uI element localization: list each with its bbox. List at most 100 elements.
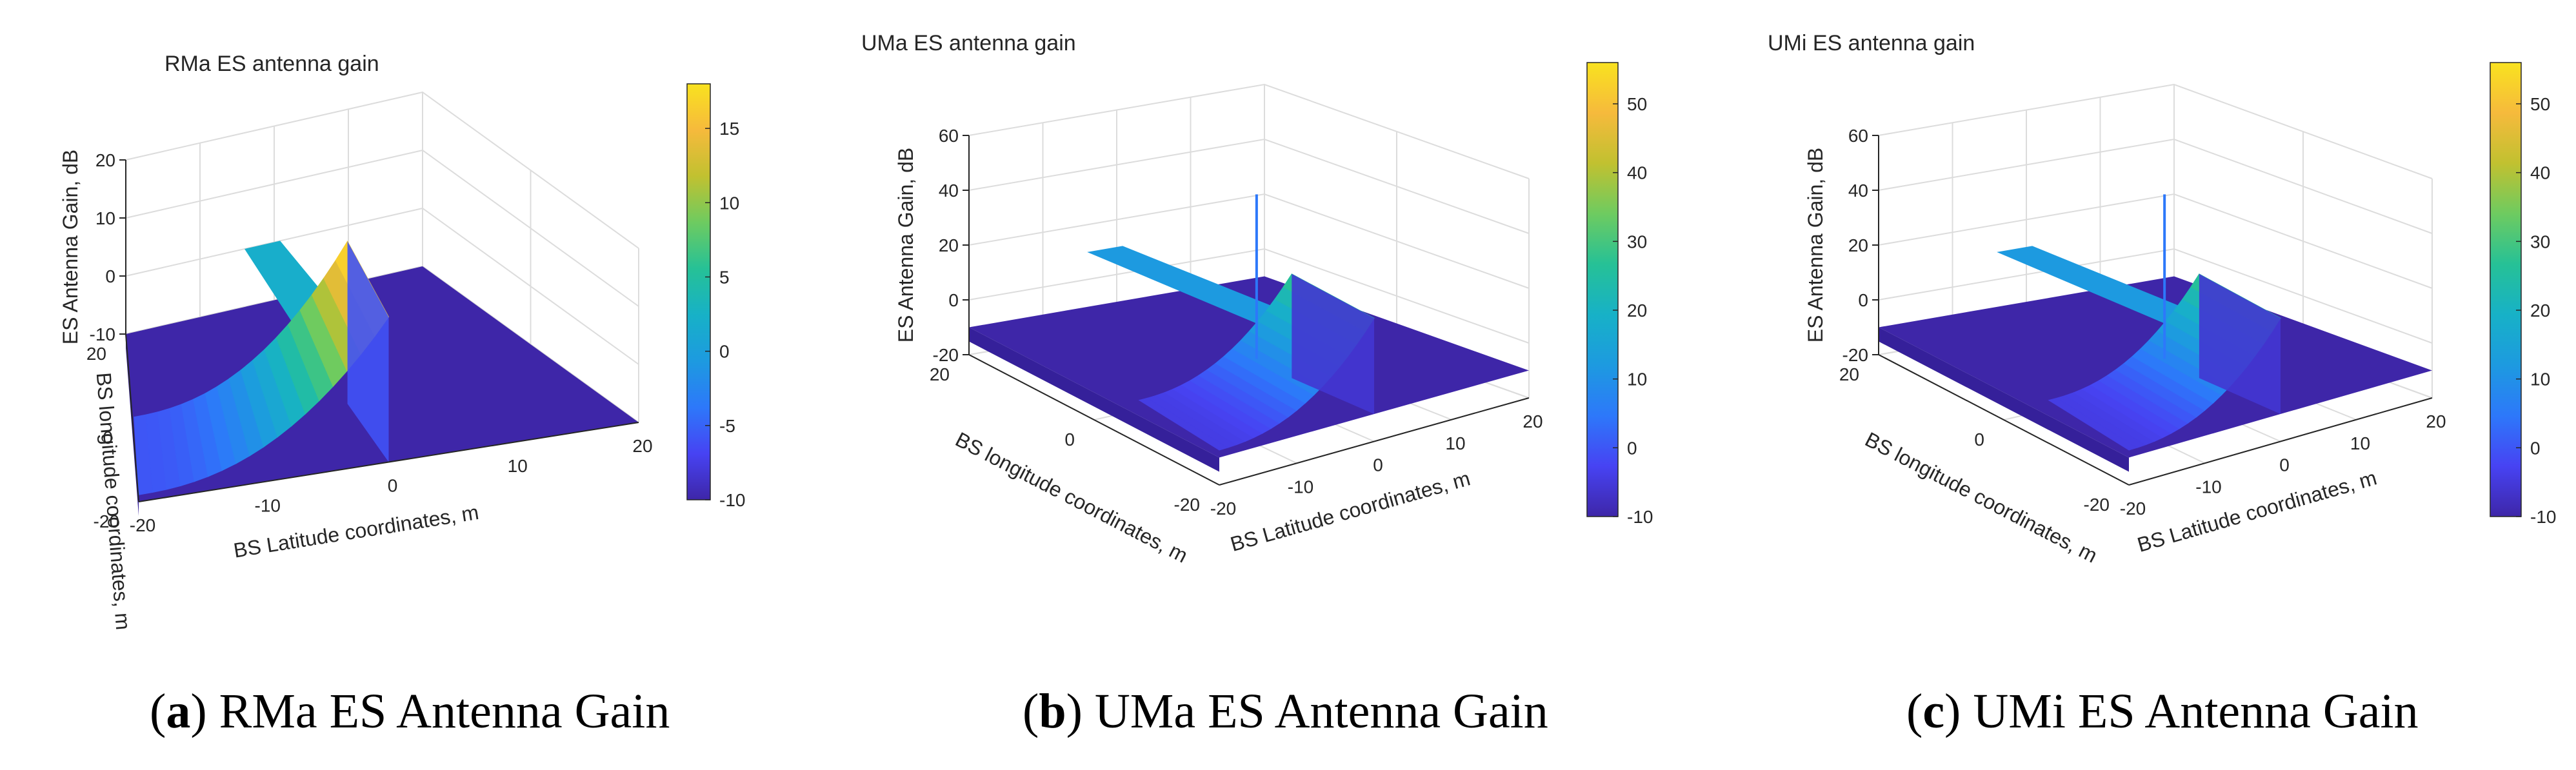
caption-paren-open: (	[150, 684, 166, 738]
caption: (c) UMi ES Antenna Gain	[1906, 684, 2419, 738]
z-tick-label: 60	[1848, 126, 1868, 146]
surface	[126, 241, 639, 516]
colorbar-tick-label: 40	[2530, 163, 2550, 183]
colorbar-ramp	[686, 83, 711, 500]
colorbar: -10 -5 0 5 10 15	[686, 83, 745, 510]
y-tick-label: 20	[930, 364, 950, 384]
y-tick-label: 20	[1839, 364, 1859, 384]
colorbar-ramp	[2490, 62, 2522, 517]
colorbar-tick-label: 30	[1627, 232, 1647, 252]
x-tick-label: 20	[1523, 411, 1543, 431]
surface-shelf	[1997, 246, 2206, 326]
y-tick-label: -20	[1174, 495, 1200, 515]
colorbar-tick-label: 40	[1627, 163, 1647, 183]
z-axis-label: ES Antenna Gain, dB	[59, 150, 82, 344]
grid-z-line	[1878, 138, 2433, 234]
z-tick-label: 0	[1858, 290, 1868, 310]
colorbar-tick-label: 50	[1627, 94, 1647, 114]
caption: (b) UMa ES Antenna Gain	[1023, 684, 1548, 738]
z-tick-label: -10	[90, 324, 115, 344]
x-tick-label: 10	[1445, 433, 1465, 453]
z-tick-label: 20	[939, 235, 959, 255]
surface-skirt	[1879, 327, 2129, 472]
x-axis-line	[138, 422, 639, 502]
y-axis-line	[1878, 354, 2130, 486]
surface-drop	[347, 241, 389, 462]
grid-z-line	[968, 193, 1530, 289]
surface-shelf	[1087, 246, 1298, 326]
colorbar-tick-label: 10	[2530, 370, 2550, 390]
x-tick-label: -20	[130, 515, 155, 535]
grid-z-line	[1878, 193, 2433, 289]
colorbar-tick-label: 10	[719, 193, 739, 213]
x-tick-label: -10	[1288, 477, 1313, 497]
caption-paren-open: (	[1906, 684, 1922, 738]
grid-z-line	[1878, 83, 2433, 179]
panel-c: UMi ES antenna gain -20 0 20 40 60 ES Antenna …	[1768, 31, 2556, 738]
surface-drop	[1292, 273, 1374, 414]
caption-text: ) RMa ES Antenna Gain	[190, 684, 670, 738]
x-tick-label: 20	[2426, 411, 2446, 431]
x-axis-line	[1219, 397, 1530, 486]
z-tick-label: 0	[948, 290, 959, 310]
colorbar-tick-label: -10	[719, 490, 745, 510]
x-tick-label: 0	[2279, 455, 2290, 475]
y-tick-label: -20	[94, 511, 119, 531]
surface-drop	[2199, 273, 2281, 414]
z-tick-label: 60	[939, 126, 959, 146]
surface-skirt	[969, 327, 1219, 472]
grid-z-line	[968, 138, 1530, 234]
x-tick-label: -10	[2195, 477, 2221, 497]
chart-title: UMi ES antenna gain	[1768, 31, 1975, 55]
z-tick-label: 20	[1848, 235, 1868, 255]
grid-z-line	[968, 83, 1530, 179]
z-tick-label: 10	[95, 208, 115, 228]
surface	[969, 194, 1529, 472]
caption-paren-open: (	[1023, 684, 1039, 738]
y-axis-line	[125, 333, 139, 502]
colorbar-tick-label: 50	[2530, 94, 2550, 114]
z-axis: -20 0 20 40 60 ES Antenna Gain, dB	[894, 126, 970, 365]
y-tick-label: 0	[103, 428, 113, 448]
z-axis: -10 0 10 20 ES Antenna Gain, dB	[59, 150, 126, 344]
caption-letter: a	[166, 684, 190, 738]
caption-letter: b	[1039, 684, 1066, 738]
colorbar-tick-label: -10	[1627, 507, 1653, 527]
colorbar-tick-label: 20	[1627, 301, 1647, 321]
caption: (a) RMa ES Antenna Gain	[150, 684, 670, 738]
colorbar: -10 0 10 20 30 40 50	[2490, 62, 2556, 527]
chart-title: RMa ES antenna gain	[165, 52, 379, 76]
x-tick-label: 10	[2350, 433, 2370, 453]
z-tick-label: -20	[1842, 345, 1868, 365]
x-axis-label: BS Latitude coordinates, m	[1228, 466, 1473, 556]
x-tick-label: -10	[255, 495, 281, 515]
y-tick-label: -20	[2084, 495, 2110, 515]
colorbar-tick-label: 10	[1627, 370, 1647, 390]
panel-b: UMa ES antenna gain -20 0 20 40 60 ES Antenna …	[861, 31, 1653, 738]
y-tick-label: 0	[1974, 429, 1984, 449]
z-tick-label: 40	[939, 181, 959, 201]
y-axis-line	[968, 354, 1220, 486]
colorbar-ramp	[1586, 62, 1619, 517]
z-axis: -20 0 20 40 60 ES Antenna Gain, dB	[1804, 126, 1879, 365]
colorbar-tick-label: 5	[719, 267, 730, 287]
colorbar: -10 0 10 20 30 40 50	[1586, 62, 1653, 527]
surface	[1879, 194, 2432, 472]
x-tick-label: -20	[2120, 499, 2146, 518]
colorbar-tick-label: 20	[2530, 301, 2550, 321]
caption-text: ) UMa ES Antenna Gain	[1066, 684, 1548, 738]
colorbar-tick-label: 0	[719, 342, 730, 362]
chart-title: UMa ES antenna gain	[861, 31, 1076, 55]
z-tick-label: 20	[95, 150, 115, 170]
z-tick-label: 40	[1848, 181, 1868, 201]
y-axis-label: BS longitude coordinates, m	[92, 371, 135, 631]
colorbar-tick-label: 15	[719, 119, 739, 139]
y-tick-label: 0	[1064, 429, 1075, 449]
colorbar-tick-label: 30	[2530, 232, 2550, 252]
x-tick-label: -20	[1210, 499, 1236, 518]
colorbar-tick-label: -10	[2530, 507, 2556, 527]
x-axis-label: BS Latitude coordinates, m	[2135, 466, 2379, 557]
y-tick-label: 20	[86, 344, 106, 364]
